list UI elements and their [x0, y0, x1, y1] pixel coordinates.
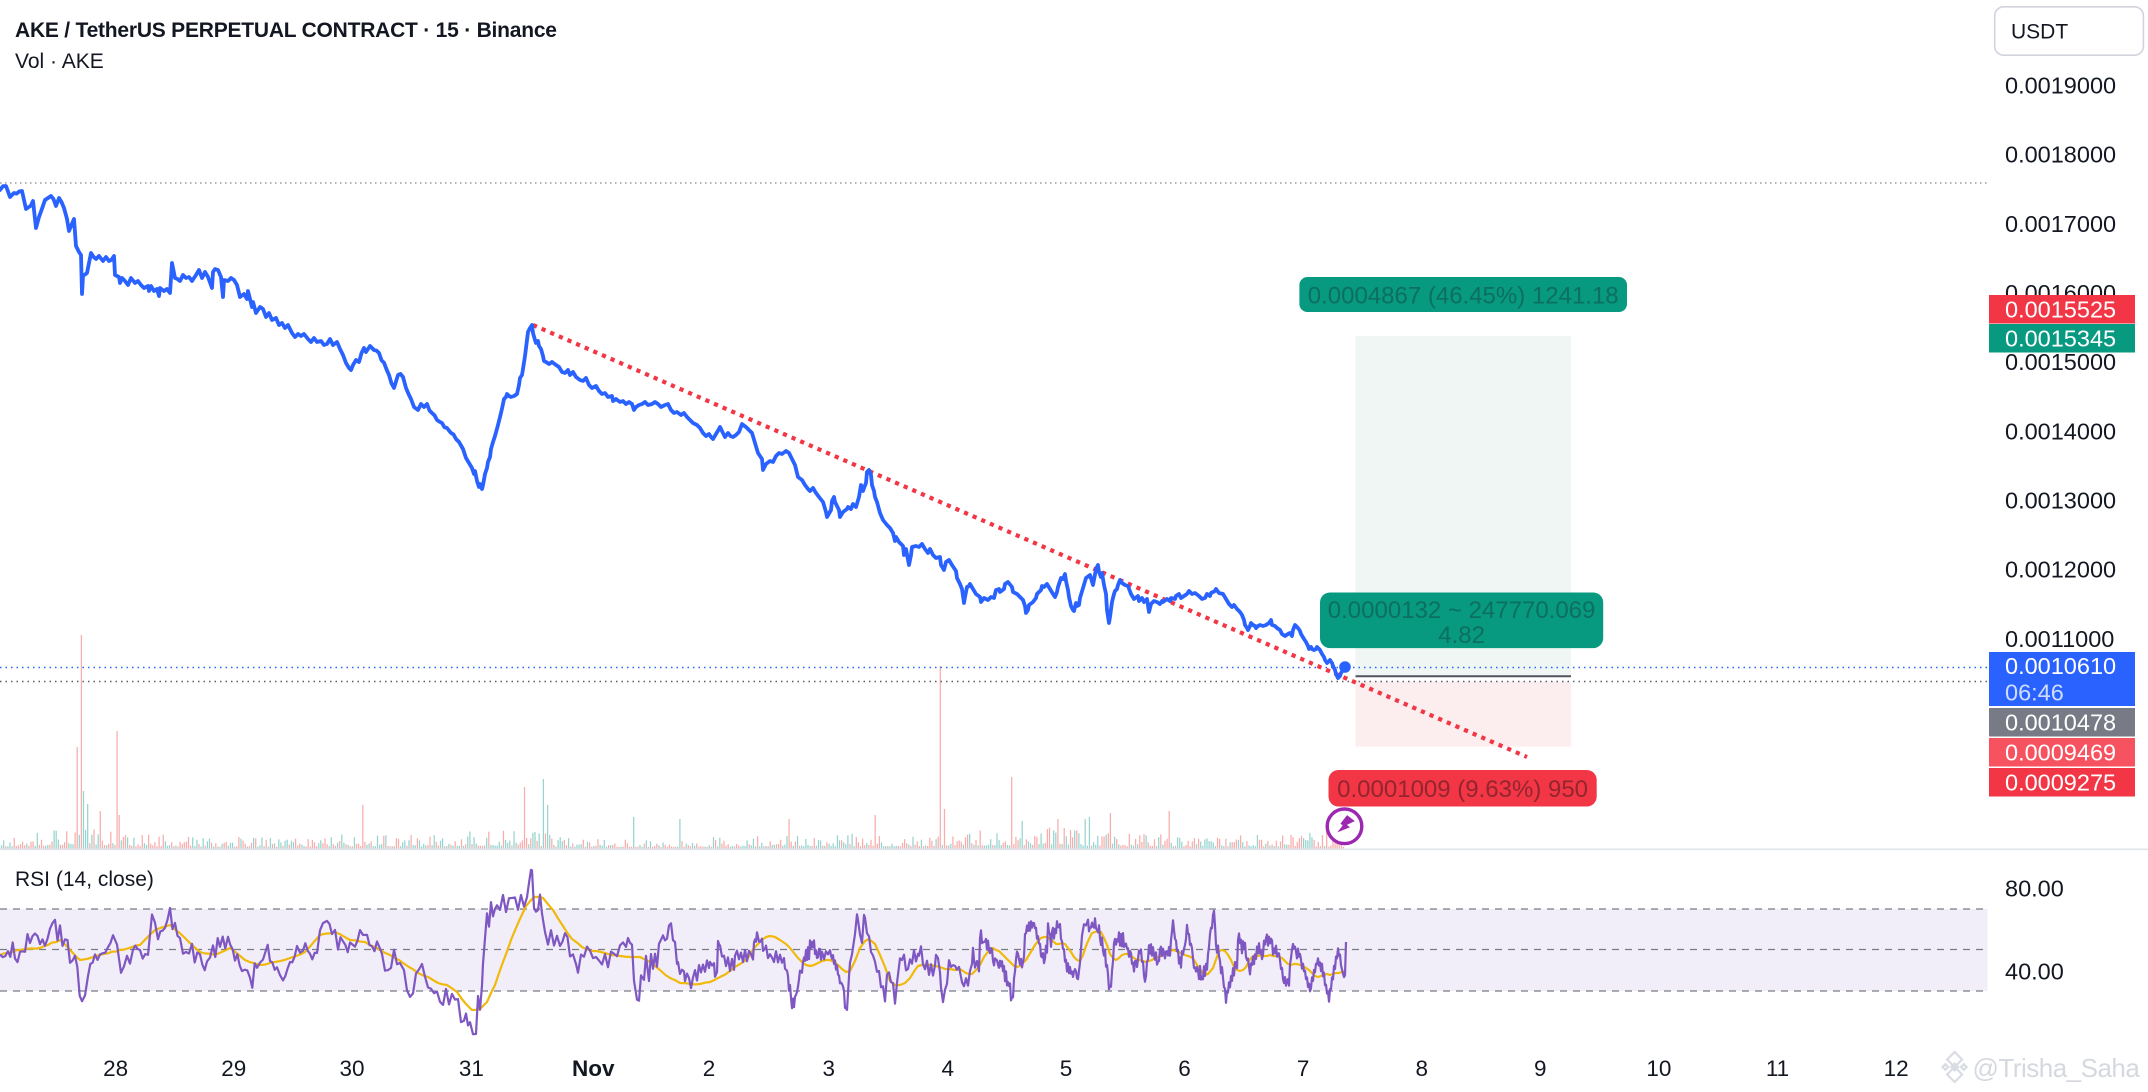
svg-text:3: 3	[822, 1056, 835, 1081]
svg-text:0.0014000: 0.0014000	[2005, 418, 2116, 444]
svg-text:0.0009469: 0.0009469	[2005, 740, 2116, 766]
svg-text:0.0010478: 0.0010478	[2005, 710, 2116, 736]
svg-text:8: 8	[1415, 1056, 1428, 1081]
svg-text:40.00: 40.00	[2005, 959, 2064, 985]
svg-text:12: 12	[1884, 1056, 1909, 1081]
svg-text:0.0010610: 0.0010610	[2005, 653, 2116, 679]
svg-text:5: 5	[1060, 1056, 1073, 1081]
svg-text:06:46: 06:46	[2005, 679, 2064, 705]
svg-text:0.0019000: 0.0019000	[2005, 73, 2116, 99]
svg-text:Vol · AKE: Vol · AKE	[15, 50, 104, 73]
svg-text:0.0013000: 0.0013000	[2005, 488, 2116, 514]
svg-text:0.0009275: 0.0009275	[2005, 770, 2116, 796]
svg-text:0.0015525: 0.0015525	[2005, 297, 2116, 323]
svg-text:0.0017000: 0.0017000	[2005, 211, 2116, 237]
svg-text:30: 30	[339, 1056, 364, 1081]
svg-text:RSI (14, close): RSI (14, close)	[15, 868, 154, 891]
svg-text:4: 4	[942, 1056, 955, 1081]
svg-text:31: 31	[459, 1056, 484, 1081]
svg-text:AKE / TetherUS PERPETUAL CONTR: AKE / TetherUS PERPETUAL CONTRACT · 15 ·…	[15, 19, 557, 42]
svg-text:9: 9	[1534, 1056, 1547, 1081]
svg-text:0.0011000: 0.0011000	[2005, 626, 2114, 652]
svg-text:4.82: 4.82	[1438, 622, 1485, 649]
svg-text:29: 29	[221, 1056, 246, 1081]
svg-text:0.0000132 ~ 247770.069: 0.0000132 ~ 247770.069	[1328, 597, 1596, 624]
svg-text:0.0015000: 0.0015000	[2005, 349, 2116, 375]
svg-text:Nov: Nov	[572, 1056, 615, 1081]
svg-text:0.0001009 (9.63%) 950: 0.0001009 (9.63%) 950	[1337, 776, 1588, 803]
svg-text:0.0018000: 0.0018000	[2005, 142, 2116, 168]
svg-text:2: 2	[703, 1056, 716, 1081]
svg-text:0.0015345: 0.0015345	[2005, 326, 2116, 352]
svg-text:USDT: USDT	[2011, 21, 2068, 44]
svg-text:11: 11	[1766, 1056, 1789, 1081]
svg-text:7: 7	[1297, 1056, 1310, 1081]
svg-text:0.0004867 (46.45%) 1241.18: 0.0004867 (46.45%) 1241.18	[1308, 283, 1619, 310]
svg-text:10: 10	[1646, 1056, 1671, 1081]
svg-text:@Trisha_Saha: @Trisha_Saha	[1973, 1053, 2141, 1083]
svg-text:0.0012000: 0.0012000	[2005, 557, 2116, 583]
svg-text:6: 6	[1178, 1056, 1191, 1081]
svg-text:28: 28	[103, 1056, 128, 1081]
svg-text:80.00: 80.00	[2005, 876, 2064, 902]
